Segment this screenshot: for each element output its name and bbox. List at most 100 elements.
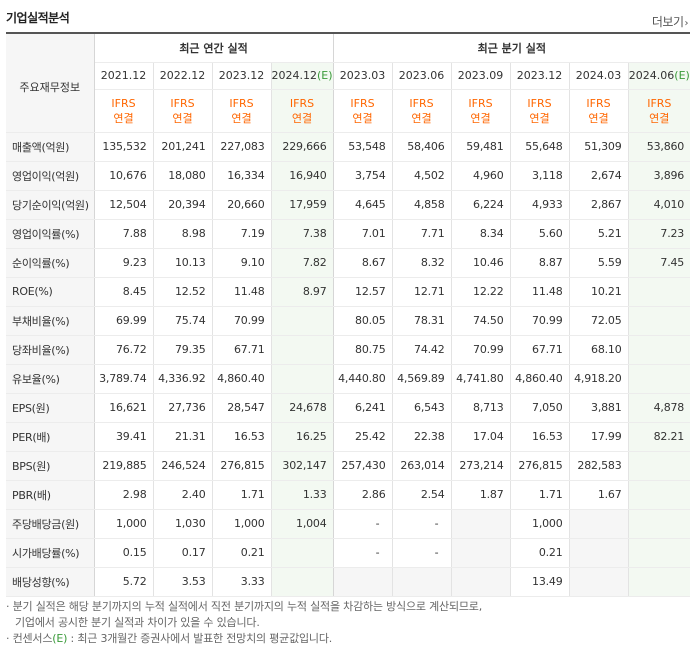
value-cell: 11.48 <box>509 277 570 307</box>
period-label: 2023.12 <box>218 69 265 82</box>
value-cell: 10.21 <box>568 277 629 307</box>
value-cell: 75.74 <box>152 305 212 336</box>
value-cell: 1,004 <box>270 508 334 539</box>
ifrs-header: IFRS 연결 <box>509 89 570 133</box>
value-cell <box>627 567 691 597</box>
value-cell: 72.05 <box>568 305 629 336</box>
value-cell: 2.86 <box>333 480 393 510</box>
value-cell: 16,940 <box>270 161 334 191</box>
period-label: 2021.12 <box>100 69 147 82</box>
value-cell: 17.99 <box>568 422 629 452</box>
value-cell: 1,000 <box>94 508 153 539</box>
value-cell: 7,050 <box>509 392 570 423</box>
value-cell: 70.99 <box>450 335 511 365</box>
period-header: 2023.03 <box>333 62 393 90</box>
ifrs-label: IFRS <box>229 96 254 110</box>
consolidated-label: 연결 <box>588 111 609 125</box>
row-label: 시가배당률(%) <box>6 538 95 568</box>
value-cell: 4,960 <box>450 161 511 191</box>
value-cell: 3,754 <box>333 161 393 191</box>
value-cell: 4,860.40 <box>211 364 271 394</box>
value-cell: 7.82 <box>270 248 334 278</box>
value-cell: 12.52 <box>152 277 212 307</box>
more-label: 더보기 <box>651 15 684 29</box>
value-cell: 16.53 <box>211 422 271 452</box>
value-cell: 10,676 <box>94 161 153 191</box>
ifrs-header: IFRS 연결 <box>94 89 153 133</box>
value-cell: 302,147 <box>270 451 334 481</box>
table-row: 영업이익(억원) 10,676 18,080 16,334 16,940 3,754 4,5… <box>6 161 691 191</box>
value-cell: 76.72 <box>94 335 153 365</box>
ifrs-label: IFRS <box>527 96 552 110</box>
value-cell: 1.71 <box>509 480 570 510</box>
value-cell: 1,000 <box>211 508 271 539</box>
period-header: 2023.06 <box>391 62 452 90</box>
value-cell: - <box>333 538 393 568</box>
value-cell: 0.15 <box>94 538 153 568</box>
value-cell <box>270 305 334 336</box>
ifrs-header: IFRS 연결 <box>450 89 511 133</box>
row-label: ROE(%) <box>6 277 95 307</box>
value-cell: 3.33 <box>211 567 271 597</box>
value-cell: 67.71 <box>509 335 570 365</box>
row-label: 영업이익률(%) <box>6 218 95 249</box>
value-cell: 3,789.74 <box>94 364 153 394</box>
value-cell: 201,241 <box>152 131 212 162</box>
more-link[interactable]: 더보기› <box>651 13 689 30</box>
value-cell: 25.42 <box>333 422 393 452</box>
period-label: 2024.12 <box>271 69 318 82</box>
period-header: 2023.09 <box>450 62 511 90</box>
value-cell: 1.33 <box>270 480 334 510</box>
table-row: 당좌비율(%) 76.72 79.35 67.71 80.75 74.42 70.99 67.… <box>6 335 691 365</box>
value-cell: 7.01 <box>333 218 393 249</box>
value-cell: 68.10 <box>568 335 629 365</box>
value-cell: 4,878 <box>627 392 691 423</box>
value-cell: 39.41 <box>94 422 153 452</box>
value-cell: 4,933 <box>509 190 570 220</box>
value-cell: 2.40 <box>152 480 212 510</box>
ifrs-header: IFRS 연결 <box>333 89 393 133</box>
value-cell: 0.21 <box>211 538 271 568</box>
value-cell: 18,080 <box>152 161 212 191</box>
value-cell: 7.23 <box>627 218 691 249</box>
value-cell: 4,440.80 <box>333 364 393 394</box>
value-cell <box>450 508 511 539</box>
value-cell: 229,666 <box>270 131 334 162</box>
value-cell: 6,543 <box>391 392 452 423</box>
value-cell: 3,881 <box>568 392 629 423</box>
table-row: 부채비율(%) 69.99 75.74 70.99 80.05 78.31 74.50 70.… <box>6 305 691 336</box>
ifrs-label: IFRS <box>409 96 434 110</box>
consolidated-label: 연결 <box>649 111 670 125</box>
period-header: 2023.12 <box>509 62 570 90</box>
value-cell: 273,214 <box>450 451 511 481</box>
chevron-right-icon: › <box>684 18 689 29</box>
value-cell: 16.25 <box>270 422 334 452</box>
consolidated-label: 연결 <box>470 111 491 125</box>
value-cell <box>627 508 691 539</box>
ifrs-header: IFRS 연결 <box>211 89 271 133</box>
consolidated-label: 연결 <box>529 111 550 125</box>
value-cell: 0.17 <box>152 538 212 568</box>
ifrs-label: IFRS <box>586 96 611 110</box>
value-cell: 7.71 <box>391 218 452 249</box>
consolidated-label: 연결 <box>352 111 373 125</box>
value-cell: 257,430 <box>333 451 393 481</box>
value-cell: 276,815 <box>211 451 271 481</box>
table-row: ROE(%) 8.45 12.52 11.48 8.97 12.57 12.71 12.22 1… <box>6 277 691 307</box>
value-cell: 9.10 <box>211 248 271 278</box>
row-label: PER(배) <box>6 422 95 452</box>
footnote-2-prefix: 컨센서스 <box>12 632 53 645</box>
value-cell: 10.46 <box>450 248 511 278</box>
value-cell: 20,394 <box>152 190 212 220</box>
value-cell <box>627 451 691 481</box>
row-label: EPS(원) <box>6 392 95 423</box>
footnote-1-cont-text: 기업에서 공시한 분기 실적과 차이가 있을 수 있습니다. <box>15 616 260 629</box>
row-label: 당좌비율(%) <box>6 335 95 365</box>
value-cell: 8.67 <box>333 248 393 278</box>
value-cell: 8.32 <box>391 248 452 278</box>
table-row: PER(배) 39.41 21.31 16.53 16.25 25.42 22.38 17.0… <box>6 422 691 452</box>
value-cell: 4,010 <box>627 190 691 220</box>
value-cell: 4,645 <box>333 190 393 220</box>
value-cell: 10.13 <box>152 248 212 278</box>
